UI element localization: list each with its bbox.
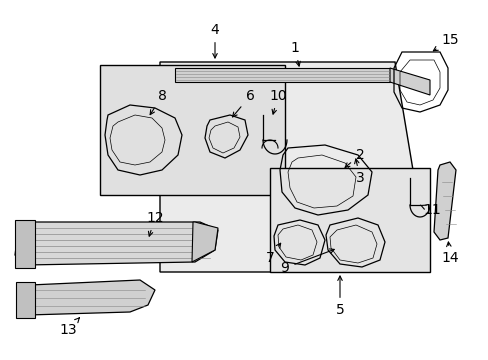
- Polygon shape: [18, 280, 155, 315]
- Polygon shape: [160, 62, 429, 272]
- Text: 14: 14: [440, 242, 458, 265]
- Text: 15: 15: [432, 33, 458, 51]
- Text: 7: 7: [265, 243, 280, 265]
- Polygon shape: [433, 162, 455, 240]
- Text: 13: 13: [59, 318, 79, 337]
- Polygon shape: [192, 222, 218, 262]
- Text: 4: 4: [210, 23, 219, 58]
- Text: 8: 8: [150, 89, 166, 114]
- Text: 11: 11: [420, 203, 440, 217]
- Text: 10: 10: [268, 89, 286, 114]
- Text: 5: 5: [335, 276, 344, 317]
- Polygon shape: [15, 222, 218, 265]
- Text: 1: 1: [290, 41, 300, 66]
- Polygon shape: [175, 68, 389, 82]
- Polygon shape: [269, 168, 429, 272]
- Text: 3: 3: [354, 159, 364, 185]
- Polygon shape: [389, 68, 429, 95]
- Text: 2: 2: [345, 148, 364, 167]
- Text: 12: 12: [146, 211, 163, 236]
- Polygon shape: [100, 65, 285, 195]
- Text: 9: 9: [280, 249, 334, 275]
- Text: 6: 6: [232, 89, 254, 117]
- Polygon shape: [16, 282, 35, 318]
- Polygon shape: [15, 220, 35, 268]
